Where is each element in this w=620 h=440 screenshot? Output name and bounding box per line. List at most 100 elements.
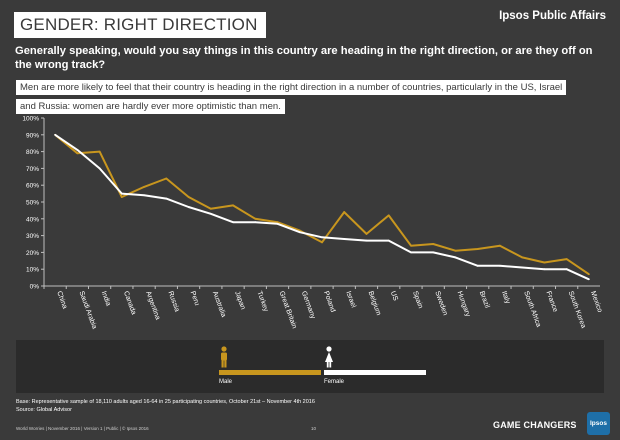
data-point-male <box>321 241 323 244</box>
data-point-male <box>98 150 101 153</box>
legend-item-female: Female <box>324 346 426 390</box>
data-point-female <box>321 236 323 239</box>
x-tick-label: Turkey <box>255 290 269 313</box>
data-point-female <box>143 194 145 197</box>
page-number: 10 <box>311 426 317 431</box>
data-point-male <box>543 261 546 264</box>
x-tick-label: Spain <box>411 290 424 309</box>
data-point-male <box>365 233 368 235</box>
x-tick-label: Mexico <box>589 290 603 313</box>
x-tick-label: Israel <box>344 290 357 309</box>
data-point-male <box>565 258 568 261</box>
x-tick-label: Germany <box>300 290 317 320</box>
y-tick-label: 0% <box>30 284 40 291</box>
x-tick-label: Australia <box>211 290 227 318</box>
title-box: GENDER: RIGHT DIRECTION <box>14 12 266 38</box>
brand-name: Ipsos Public Affairs <box>499 10 606 22</box>
data-point-male <box>432 243 435 245</box>
y-tick-label: 90% <box>26 132 39 139</box>
x-tick-label: Belgium <box>367 290 382 316</box>
data-point-female <box>521 266 524 269</box>
x-tick-label: Saudi Arabia <box>77 290 97 330</box>
y-tick-label: 60% <box>26 183 39 190</box>
female-figure-icon <box>325 346 333 368</box>
data-point-male <box>499 244 501 247</box>
x-tick-label: Argentina <box>144 290 161 321</box>
series-line-female <box>54 133 590 281</box>
male-figure-icon <box>221 346 227 368</box>
x-tick-label: South Africa <box>522 290 542 328</box>
data-point-male <box>521 256 524 259</box>
insight-line-1: Men are more likely to feel that their c… <box>16 80 567 95</box>
x-tick-label: Hungary <box>456 290 472 318</box>
data-point-male <box>387 214 390 217</box>
x-tick-label: Brazil <box>478 290 491 309</box>
y-tick-label: 30% <box>26 233 39 240</box>
data-point-female <box>232 221 234 224</box>
data-point-female <box>565 268 568 271</box>
x-tick-label: South Korea <box>567 290 587 329</box>
data-point-female <box>499 264 501 267</box>
data-point-male <box>343 211 346 213</box>
data-point-male <box>120 196 123 198</box>
series-line-male <box>54 134 590 276</box>
x-tick-label: Poland <box>322 290 336 313</box>
data-point-male <box>143 185 145 188</box>
insight-box: Men are more likely to feel that their c… <box>16 78 598 116</box>
data-point-female <box>187 206 190 208</box>
data-point-male <box>165 177 168 180</box>
x-tick-label: Great Britain <box>278 290 298 329</box>
data-point-female <box>298 231 301 234</box>
footnote: Base: Representative sample of 18,110 ad… <box>16 398 315 414</box>
data-point-male <box>76 152 79 155</box>
legend-female-swatch <box>324 370 426 375</box>
legend-male-swatch <box>219 370 321 375</box>
legend: Male Female <box>16 340 604 393</box>
y-tick-label: 50% <box>26 200 39 207</box>
data-point-male <box>254 217 257 220</box>
insight-line-2: and Russia: women are hardly ever more o… <box>16 99 285 114</box>
data-point-female <box>587 278 590 281</box>
y-tick-label: 20% <box>26 250 39 257</box>
data-point-female <box>209 212 212 215</box>
x-tick-label: Italy <box>500 290 511 305</box>
data-point-female <box>365 239 368 242</box>
y-tick-label: 70% <box>26 166 39 173</box>
x-tick-label: China <box>55 290 68 310</box>
data-point-female <box>343 238 346 240</box>
data-point-female <box>387 239 390 242</box>
data-point-female <box>76 149 79 151</box>
y-tick-label: 10% <box>26 267 39 274</box>
x-tick-label: Russia <box>166 290 180 313</box>
y-tick-label: 80% <box>26 149 39 156</box>
x-tick-label: Peru <box>189 290 201 306</box>
footer-meta: World Worries | November 2016 | Version … <box>16 426 149 431</box>
y-tick-label: 100% <box>22 116 39 123</box>
footnote-base: Base: Representative sample of 18,110 ad… <box>16 399 315 405</box>
data-point-male <box>476 248 479 250</box>
y-tick-label: 40% <box>26 216 39 223</box>
ipsos-logo: Ipsos <box>587 412 610 435</box>
data-point-female <box>543 268 546 271</box>
data-point-female <box>98 167 101 170</box>
right-direction-line-chart: 0% 10% 20% 30% 40% 50% 60% 70% 80% 90% 100% China Sa… <box>22 116 603 331</box>
data-point-female <box>476 264 479 267</box>
data-point-female <box>454 256 457 259</box>
data-point-female <box>165 197 168 200</box>
data-point-female <box>276 222 279 225</box>
data-point-male <box>454 249 457 252</box>
x-tick-label: Canada <box>122 290 137 316</box>
data-point-female <box>120 192 123 195</box>
legend-male-label: Male <box>219 379 233 385</box>
data-point-male <box>587 273 590 276</box>
footnote-source: Source: Global Advisor <box>16 407 72 413</box>
legend-item-male: Male <box>219 346 321 390</box>
x-tick-label: Japan <box>233 290 246 310</box>
data-point-male <box>276 221 279 224</box>
legend-female-label: Female <box>324 379 345 385</box>
data-point-female <box>410 251 412 254</box>
data-point-female <box>54 133 57 136</box>
x-tick-label: France <box>545 290 559 313</box>
data-point-male <box>209 207 212 210</box>
survey-question: Generally speaking, would you say things… <box>15 45 593 71</box>
